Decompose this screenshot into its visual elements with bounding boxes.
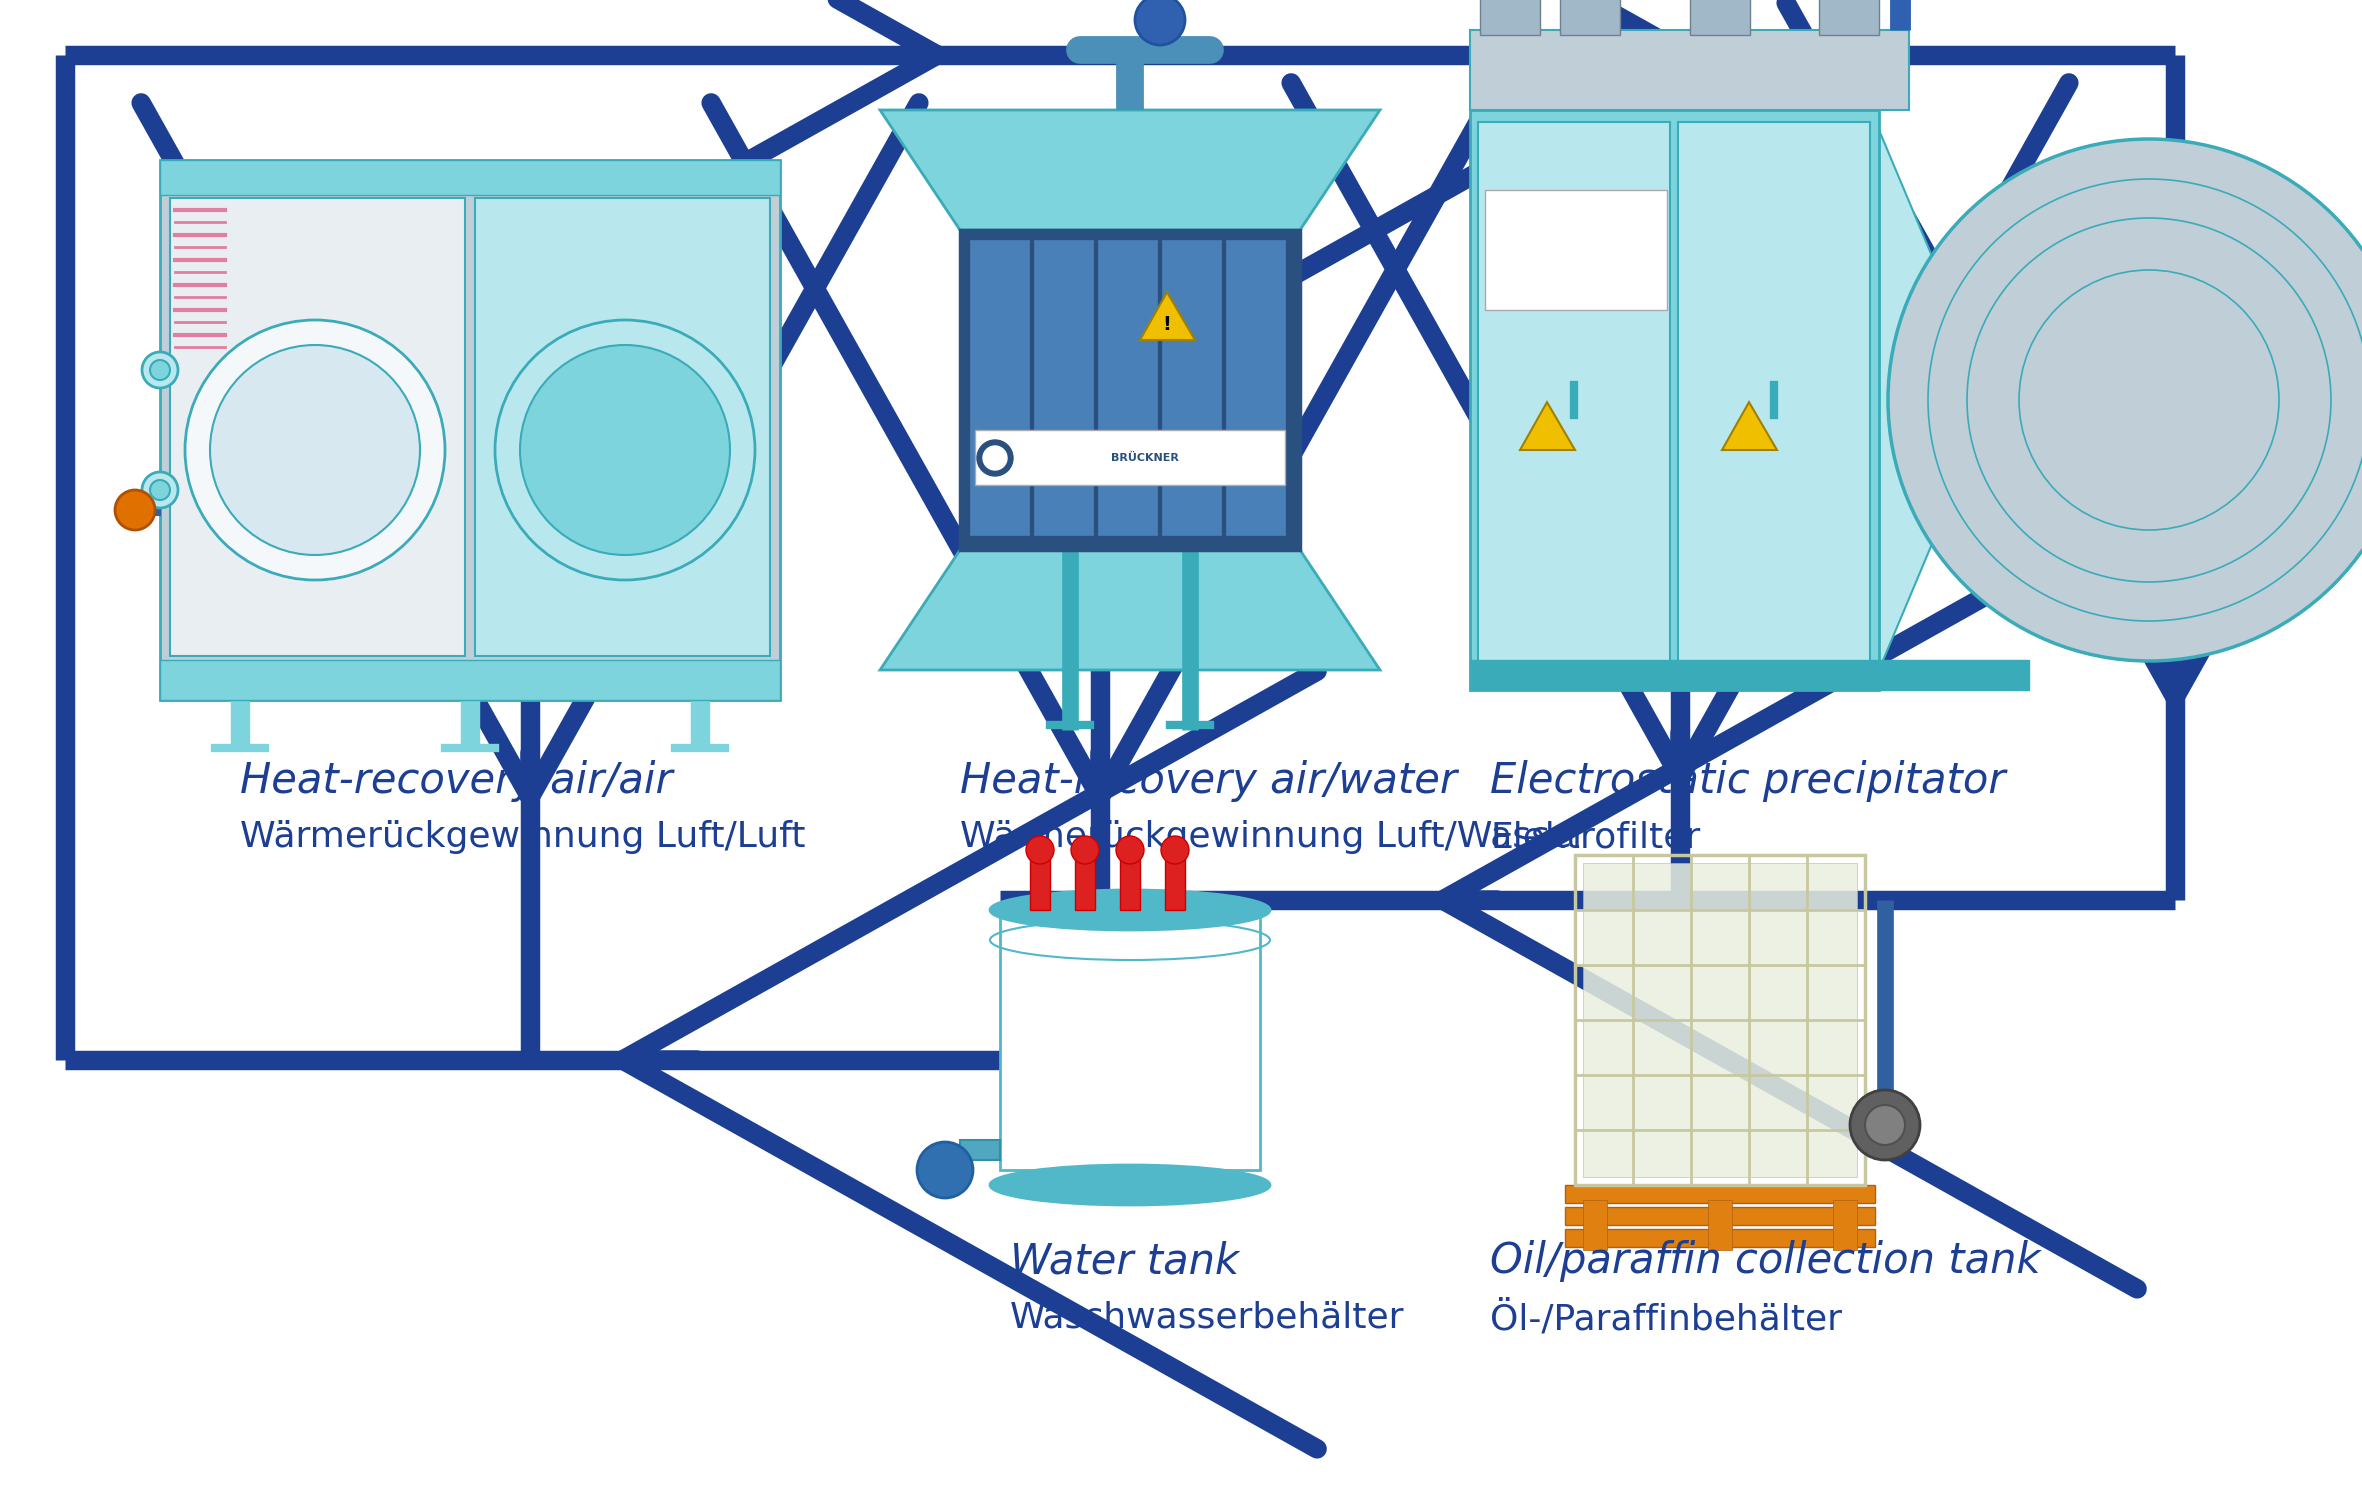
Text: !: ! bbox=[1162, 315, 1172, 334]
FancyBboxPatch shape bbox=[1819, 0, 1880, 36]
FancyBboxPatch shape bbox=[1120, 854, 1141, 909]
FancyBboxPatch shape bbox=[1469, 30, 1908, 110]
Circle shape bbox=[116, 490, 156, 531]
FancyBboxPatch shape bbox=[1479, 122, 1670, 678]
FancyBboxPatch shape bbox=[976, 429, 1285, 484]
Text: Water tank: Water tank bbox=[1011, 1239, 1240, 1282]
FancyBboxPatch shape bbox=[1833, 1201, 1857, 1250]
Text: Heat-recovery air/air: Heat-recovery air/air bbox=[241, 759, 673, 802]
Circle shape bbox=[184, 319, 444, 580]
Circle shape bbox=[983, 446, 1006, 470]
Circle shape bbox=[1070, 837, 1098, 863]
Circle shape bbox=[151, 480, 170, 499]
FancyBboxPatch shape bbox=[959, 1140, 999, 1161]
Text: Wärmerückgewinnung Luft/Wasser: Wärmerückgewinnung Luft/Wasser bbox=[959, 820, 1587, 854]
FancyBboxPatch shape bbox=[1486, 190, 1668, 311]
FancyBboxPatch shape bbox=[161, 660, 779, 700]
FancyBboxPatch shape bbox=[475, 198, 770, 655]
Text: Oil/paraffin collection tank: Oil/paraffin collection tank bbox=[1490, 1239, 2041, 1282]
Circle shape bbox=[1849, 1091, 1920, 1161]
Circle shape bbox=[142, 473, 177, 508]
Text: Elektrofilter: Elektrofilter bbox=[1490, 820, 1701, 854]
Circle shape bbox=[978, 440, 1013, 476]
Circle shape bbox=[1887, 140, 2362, 661]
FancyBboxPatch shape bbox=[1035, 241, 1094, 535]
FancyBboxPatch shape bbox=[1075, 854, 1096, 909]
Circle shape bbox=[151, 360, 170, 380]
Circle shape bbox=[520, 345, 730, 554]
FancyBboxPatch shape bbox=[1469, 660, 2029, 690]
FancyBboxPatch shape bbox=[1583, 1201, 1606, 1250]
Circle shape bbox=[496, 319, 756, 580]
FancyBboxPatch shape bbox=[1226, 241, 1285, 535]
Circle shape bbox=[1162, 837, 1188, 863]
Circle shape bbox=[1136, 0, 1186, 45]
FancyBboxPatch shape bbox=[170, 198, 465, 655]
FancyBboxPatch shape bbox=[1689, 0, 1750, 36]
FancyBboxPatch shape bbox=[1559, 0, 1620, 36]
FancyBboxPatch shape bbox=[1566, 1229, 1875, 1247]
Circle shape bbox=[1115, 837, 1143, 863]
Polygon shape bbox=[881, 550, 1379, 670]
FancyBboxPatch shape bbox=[161, 160, 779, 700]
Text: Öl-/Paraffinbehälter: Öl-/Paraffinbehälter bbox=[1490, 1300, 1842, 1336]
Ellipse shape bbox=[990, 890, 1271, 930]
FancyBboxPatch shape bbox=[1164, 854, 1186, 909]
Polygon shape bbox=[881, 110, 1379, 230]
FancyBboxPatch shape bbox=[1583, 863, 1857, 1177]
Circle shape bbox=[210, 345, 420, 554]
Ellipse shape bbox=[990, 1165, 1271, 1205]
Text: BRÜCKNER: BRÜCKNER bbox=[1110, 453, 1179, 464]
FancyBboxPatch shape bbox=[1566, 1184, 1875, 1204]
Text: Waschwasserbehälter: Waschwasserbehälter bbox=[1011, 1300, 1405, 1334]
Circle shape bbox=[916, 1143, 973, 1198]
FancyBboxPatch shape bbox=[1566, 1207, 1875, 1224]
Text: Electrostatic precipitator: Electrostatic precipitator bbox=[1490, 759, 2005, 802]
FancyBboxPatch shape bbox=[1677, 122, 1871, 678]
Circle shape bbox=[142, 352, 177, 388]
FancyBboxPatch shape bbox=[1162, 241, 1221, 535]
Circle shape bbox=[1025, 837, 1053, 863]
FancyBboxPatch shape bbox=[971, 241, 1030, 535]
FancyBboxPatch shape bbox=[1098, 241, 1157, 535]
FancyBboxPatch shape bbox=[999, 909, 1259, 1169]
FancyBboxPatch shape bbox=[161, 160, 779, 195]
Text: Wärmerückgewinnung Luft/Luft: Wärmerückgewinnung Luft/Luft bbox=[241, 820, 805, 854]
FancyBboxPatch shape bbox=[1481, 0, 1540, 36]
FancyBboxPatch shape bbox=[959, 230, 1299, 550]
FancyBboxPatch shape bbox=[1030, 854, 1051, 909]
Polygon shape bbox=[1722, 403, 1776, 450]
FancyBboxPatch shape bbox=[1708, 1201, 1731, 1250]
Polygon shape bbox=[1521, 403, 1575, 450]
FancyBboxPatch shape bbox=[1469, 110, 1880, 690]
Circle shape bbox=[1866, 1106, 1906, 1146]
Polygon shape bbox=[1141, 293, 1195, 340]
Text: Heat-recovery air/water: Heat-recovery air/water bbox=[959, 759, 1457, 802]
Polygon shape bbox=[1880, 129, 2029, 670]
